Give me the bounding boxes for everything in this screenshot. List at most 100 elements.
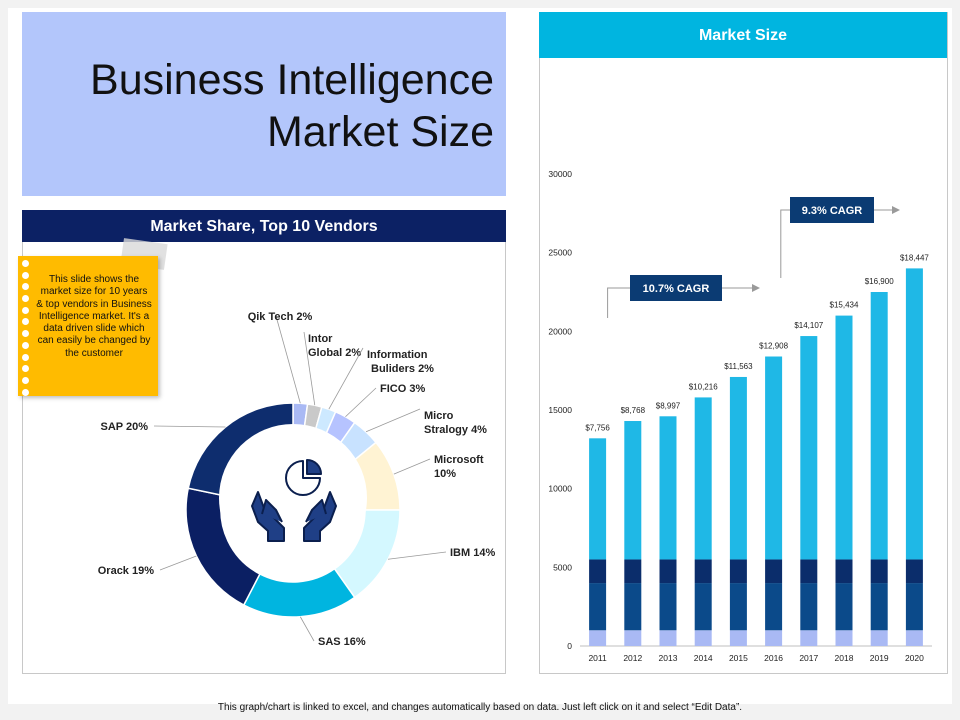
bar-data-label: $18,447: [900, 253, 929, 262]
leader-line: [275, 315, 301, 404]
bar-segment[interactable]: [835, 630, 853, 646]
y-tick-label: 30000: [548, 169, 572, 179]
bar-segment[interactable]: [694, 397, 712, 560]
slice-label: FICO 3%: [380, 383, 425, 395]
x-tick-label: 2013: [659, 653, 678, 663]
leader-line: [365, 408, 421, 433]
info-note: This slide shows the market size for 10 …: [18, 256, 158, 396]
bar-segment[interactable]: [800, 336, 818, 560]
bar-segment[interactable]: [835, 583, 853, 631]
bar-data-label: $16,900: [865, 277, 894, 286]
y-tick-label: 0: [567, 641, 572, 651]
bar-data-label: $8,768: [621, 406, 646, 415]
bar-segment[interactable]: [905, 559, 923, 584]
bar-data-label: $8,997: [656, 401, 681, 410]
x-tick-label: 2020: [905, 653, 924, 663]
market-size-bar-chart[interactable]: 0 5000 10000 15000 20000 25000 30000 $7,756 2011…: [548, 169, 932, 663]
leader-line: [393, 458, 431, 475]
y-tick-label: 25000: [548, 248, 572, 258]
arrow-icon: [892, 206, 900, 214]
leader-line: [303, 331, 316, 406]
note-binding-dots: [22, 260, 30, 400]
y-tick-label: 10000: [548, 484, 572, 494]
bar-segment[interactable]: [694, 583, 712, 631]
x-tick-label: 2018: [835, 653, 854, 663]
leader-line: [387, 551, 447, 560]
bar-segment[interactable]: [624, 583, 642, 631]
hands-holding-pie-chart-icon: [219, 424, 367, 572]
bar-segment[interactable]: [589, 559, 607, 584]
donut-labels: Qik Tech 2% Intor Global 2% Information Buli…: [98, 311, 496, 648]
bar-segment[interactable]: [729, 559, 747, 584]
bar-segment[interactable]: [659, 416, 677, 560]
slice-label: SAP 20%: [101, 421, 149, 433]
bar-segment[interactable]: [800, 583, 818, 631]
cagr-box: [630, 275, 722, 301]
x-tick-label: 2011: [588, 653, 607, 663]
x-tick-label: 2015: [729, 653, 748, 663]
bar-segment[interactable]: [659, 630, 677, 646]
page-title-line2: Market Size: [266, 108, 494, 156]
cagr-box: [790, 197, 874, 223]
note-text: This slide shows the market size for 10 …: [36, 274, 152, 359]
bar-segment[interactable]: [694, 630, 712, 646]
bar-segment[interactable]: [765, 559, 783, 584]
bar-segment[interactable]: [729, 630, 747, 646]
bar-segment[interactable]: [624, 421, 642, 560]
bar-segment[interactable]: [589, 583, 607, 631]
bar-segment[interactable]: [870, 630, 888, 646]
bar-segment[interactable]: [800, 630, 818, 646]
leader-line: [299, 616, 315, 642]
bar-data-label: $10,216: [689, 382, 718, 391]
market-share-header: Market Share, Top 10 Vendors: [22, 210, 506, 242]
y-tick-label: 20000: [548, 326, 572, 336]
slice-label: Microsoft 10%: [434, 454, 484, 480]
bar-segment[interactable]: [624, 630, 642, 646]
leader-line: [328, 347, 364, 410]
slice-label: SAS 16%: [318, 636, 366, 648]
bar-segment[interactable]: [659, 583, 677, 631]
y-tick-label: 15000: [548, 405, 572, 415]
footer-note: This graph/chart is linked to excel, and…: [217, 702, 743, 713]
x-tick-label: 2017: [799, 653, 818, 663]
bar-segment[interactable]: [694, 559, 712, 584]
bar-segment[interactable]: [870, 292, 888, 560]
bar-segment[interactable]: [589, 438, 607, 560]
slice-label: IBM 14%: [450, 547, 495, 559]
y-tick-label: 5000: [553, 562, 572, 572]
leader-line: [159, 555, 197, 571]
bar-segment[interactable]: [905, 630, 923, 646]
bar-segment[interactable]: [800, 559, 818, 584]
bar-data-label: $7,756: [585, 423, 610, 432]
bar-segment[interactable]: [870, 559, 888, 584]
bar-segment[interactable]: [624, 559, 642, 584]
x-tick-label: 2019: [870, 653, 889, 663]
page-title: Business Intelligence Market Size: [90, 54, 494, 158]
bar-data-label: $14,107: [794, 321, 823, 330]
page-title-line1: Business Intelligence: [90, 56, 494, 104]
bar-segment[interactable]: [905, 268, 923, 560]
bar-segment[interactable]: [765, 583, 783, 631]
bar-segment[interactable]: [765, 356, 783, 560]
slice-label: Orack 19%: [98, 565, 154, 577]
slice-label: Information Buliders 2%: [367, 349, 434, 375]
x-tick-label: 2012: [623, 653, 642, 663]
bar-segment[interactable]: [905, 583, 923, 631]
donut-slice[interactable]: [242, 567, 356, 618]
bar-segment[interactable]: [729, 583, 747, 631]
bar-data-label: $11,563: [724, 362, 753, 371]
bar-segment[interactable]: [835, 559, 853, 584]
bar-segment[interactable]: [765, 630, 783, 646]
slice-label: Intor Global 2%: [308, 333, 361, 359]
bar-segment[interactable]: [659, 559, 677, 584]
cagr-label: 9.3% CAGR: [802, 205, 863, 217]
bar-segment[interactable]: [589, 630, 607, 646]
slice-label: Micro Stralogy 4%: [424, 410, 487, 436]
leader-line: [345, 387, 377, 418]
bar-data-label: $12,908: [759, 342, 788, 351]
slice-label: Qik Tech 2%: [248, 311, 313, 323]
bar-segment[interactable]: [835, 315, 853, 560]
bar-segment[interactable]: [870, 583, 888, 631]
bar-segment[interactable]: [729, 376, 747, 560]
